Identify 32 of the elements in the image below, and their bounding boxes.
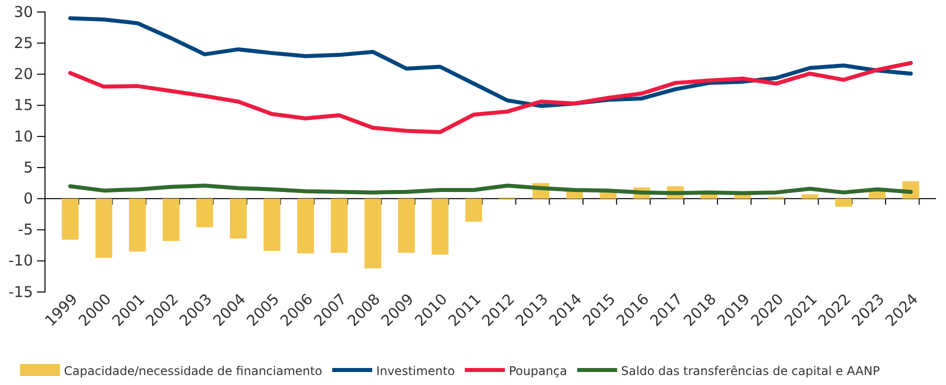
legend-label: Capacidade/necessidade de financiamento <box>64 364 322 378</box>
bar <box>802 194 818 199</box>
y-tick-label: -10 <box>8 252 33 270</box>
bar <box>465 198 482 222</box>
y-tick-label: 20 <box>14 65 33 84</box>
y-tick-label: 0 <box>23 189 33 208</box>
y-tick-label: 25 <box>14 34 33 52</box>
y-tick-label: -15 <box>8 282 33 301</box>
y-tick-label: 5 <box>23 158 33 176</box>
line-series <box>68 184 913 196</box>
bar <box>62 198 79 240</box>
bar <box>95 198 112 258</box>
bar <box>398 198 415 253</box>
bar <box>264 198 280 251</box>
bar <box>330 198 348 253</box>
bar <box>364 198 382 268</box>
y-tick-label: -5 <box>18 220 33 239</box>
legend-label: Investimento <box>376 364 455 378</box>
legend-label: Saldo das transferências de capital e AANP <box>621 364 880 378</box>
y-tick-label: 10 <box>14 127 33 146</box>
bar <box>432 198 448 255</box>
bar <box>297 198 314 254</box>
bar <box>162 198 180 241</box>
line-series <box>68 16 913 108</box>
bar <box>129 198 146 252</box>
bar <box>196 198 214 228</box>
bar <box>230 198 247 238</box>
bar <box>835 198 852 207</box>
y-tick-label: 15 <box>14 96 33 114</box>
legend-label: Poupança <box>508 364 568 378</box>
y-tick-label: 30 <box>14 2 33 21</box>
line-series <box>68 61 913 134</box>
